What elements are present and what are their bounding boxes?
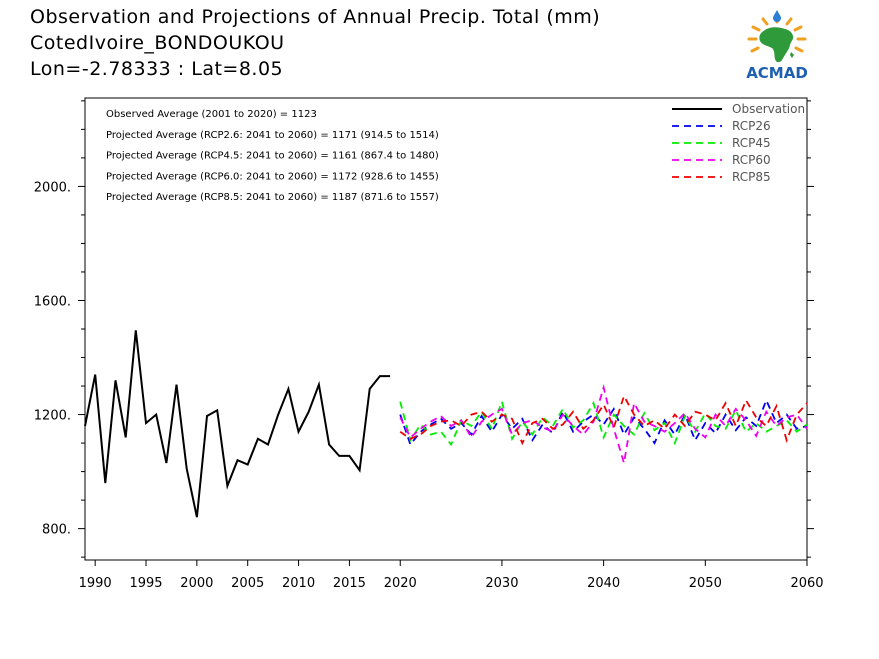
stat-line: Projected Average (RCP2.6: 2041 to 2060)… xyxy=(106,130,439,141)
stat-line: Projected Average (RCP8.5: 2041 to 2060)… xyxy=(106,192,439,203)
location-name: CotedIvoire_BONDOUKOU xyxy=(30,32,285,54)
x-tick-label: 2050 xyxy=(689,576,722,591)
series-line-observation xyxy=(84,330,391,518)
legend-label-rcp26: RCP26 xyxy=(732,119,771,133)
stats-block: Observed Average (2001 to 2020) = 1123 Pr… xyxy=(106,109,439,203)
x-tick-label: 2000 xyxy=(180,576,213,591)
legend-label-rcp45: RCP45 xyxy=(732,136,771,150)
stat-line: Observed Average (2001 to 2020) = 1123 xyxy=(106,109,317,120)
y-tick-label: 800. xyxy=(42,523,71,538)
chart-title: Observation and Projections of Annual Pr… xyxy=(30,6,601,28)
x-tick-label: 2030 xyxy=(485,576,518,591)
africa-sun-drop-icon xyxy=(747,10,807,63)
axis-ticks: 1990 1995 2000 2005 2010 2015 2020 2030 2040 2050… xyxy=(34,100,824,591)
series-line-rcp60 xyxy=(399,384,808,464)
y-tick-label: 2000. xyxy=(34,180,71,195)
acmad-logo: ACMAD xyxy=(735,8,819,84)
x-tick-label: 1995 xyxy=(129,576,162,591)
y-tick-label: 1200. xyxy=(34,409,71,424)
x-tick-label: 1990 xyxy=(79,576,112,591)
legend: Observation RCP26 RCP45 RCP60 RCP85 xyxy=(672,102,805,184)
legend-label-rcp85: RCP85 xyxy=(732,170,771,184)
x-tick-label: 2040 xyxy=(587,576,620,591)
acmad-logo-text: ACMAD xyxy=(746,64,808,82)
legend-label-observation: Observation xyxy=(732,102,805,116)
series-line-rcp85 xyxy=(399,393,808,446)
plot-frame xyxy=(84,97,808,561)
coordinates-label: Lon=-2.78333 : Lat=8.05 xyxy=(30,58,284,80)
stat-line: Projected Average (RCP4.5: 2041 to 2060)… xyxy=(106,151,439,162)
legend-label-rcp60: RCP60 xyxy=(732,153,771,167)
x-tick-label: 2015 xyxy=(333,576,366,591)
x-tick-label: 2010 xyxy=(282,576,315,591)
x-tick-label: 2020 xyxy=(384,576,417,591)
x-tick-label: 2060 xyxy=(790,576,823,591)
series-layer xyxy=(84,330,808,518)
x-tick-label: 2005 xyxy=(231,576,264,591)
y-tick-label: 1600. xyxy=(34,294,71,309)
stat-line: Projected Average (RCP6.0: 2041 to 2060)… xyxy=(106,171,439,182)
